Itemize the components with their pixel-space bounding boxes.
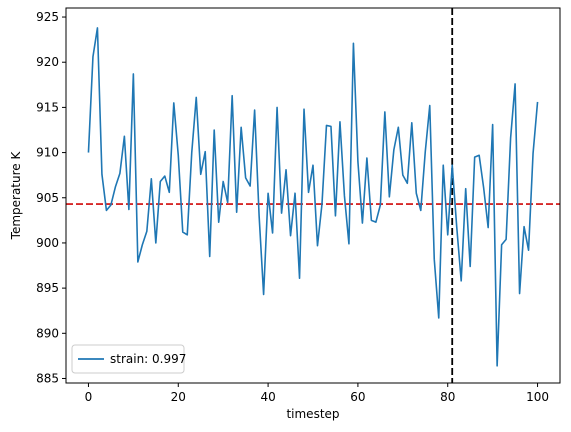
- x-tick-label: 20: [171, 390, 186, 404]
- y-axis: 885 890 895 900 905 910 915 920 925: [36, 10, 66, 385]
- y-tick-label: 885: [36, 371, 59, 385]
- reference-lines: [66, 8, 560, 383]
- y-tick-label: 920: [36, 55, 59, 69]
- y-axis-label: Temperature K: [9, 151, 23, 241]
- y-tick-label: 910: [36, 146, 59, 160]
- series-line: [87, 27, 539, 367]
- axes-frame: [65, 7, 561, 384]
- series-layer: [87, 27, 539, 367]
- x-tick-label: 60: [350, 390, 365, 404]
- x-tick-label: 0: [85, 390, 93, 404]
- legend: strain: 0.997: [71, 344, 186, 374]
- x-tick-label: 100: [526, 390, 549, 404]
- legend-box: [71, 344, 185, 374]
- x-axis: 0 20 40 60 80 100: [85, 383, 549, 404]
- y-tick-label: 905: [36, 191, 59, 205]
- y-tick-label: 895: [36, 281, 59, 295]
- y-tick-label: 915: [36, 100, 59, 114]
- x-tick-label: 40: [260, 390, 275, 404]
- legend-label: strain: 0.997: [110, 352, 186, 366]
- x-axis-label: timestep: [286, 407, 339, 421]
- y-tick-label: 925: [36, 10, 59, 24]
- y-tick-label: 890: [36, 326, 59, 340]
- y-tick-label: 900: [36, 236, 59, 250]
- x-tick-label: 80: [440, 390, 455, 404]
